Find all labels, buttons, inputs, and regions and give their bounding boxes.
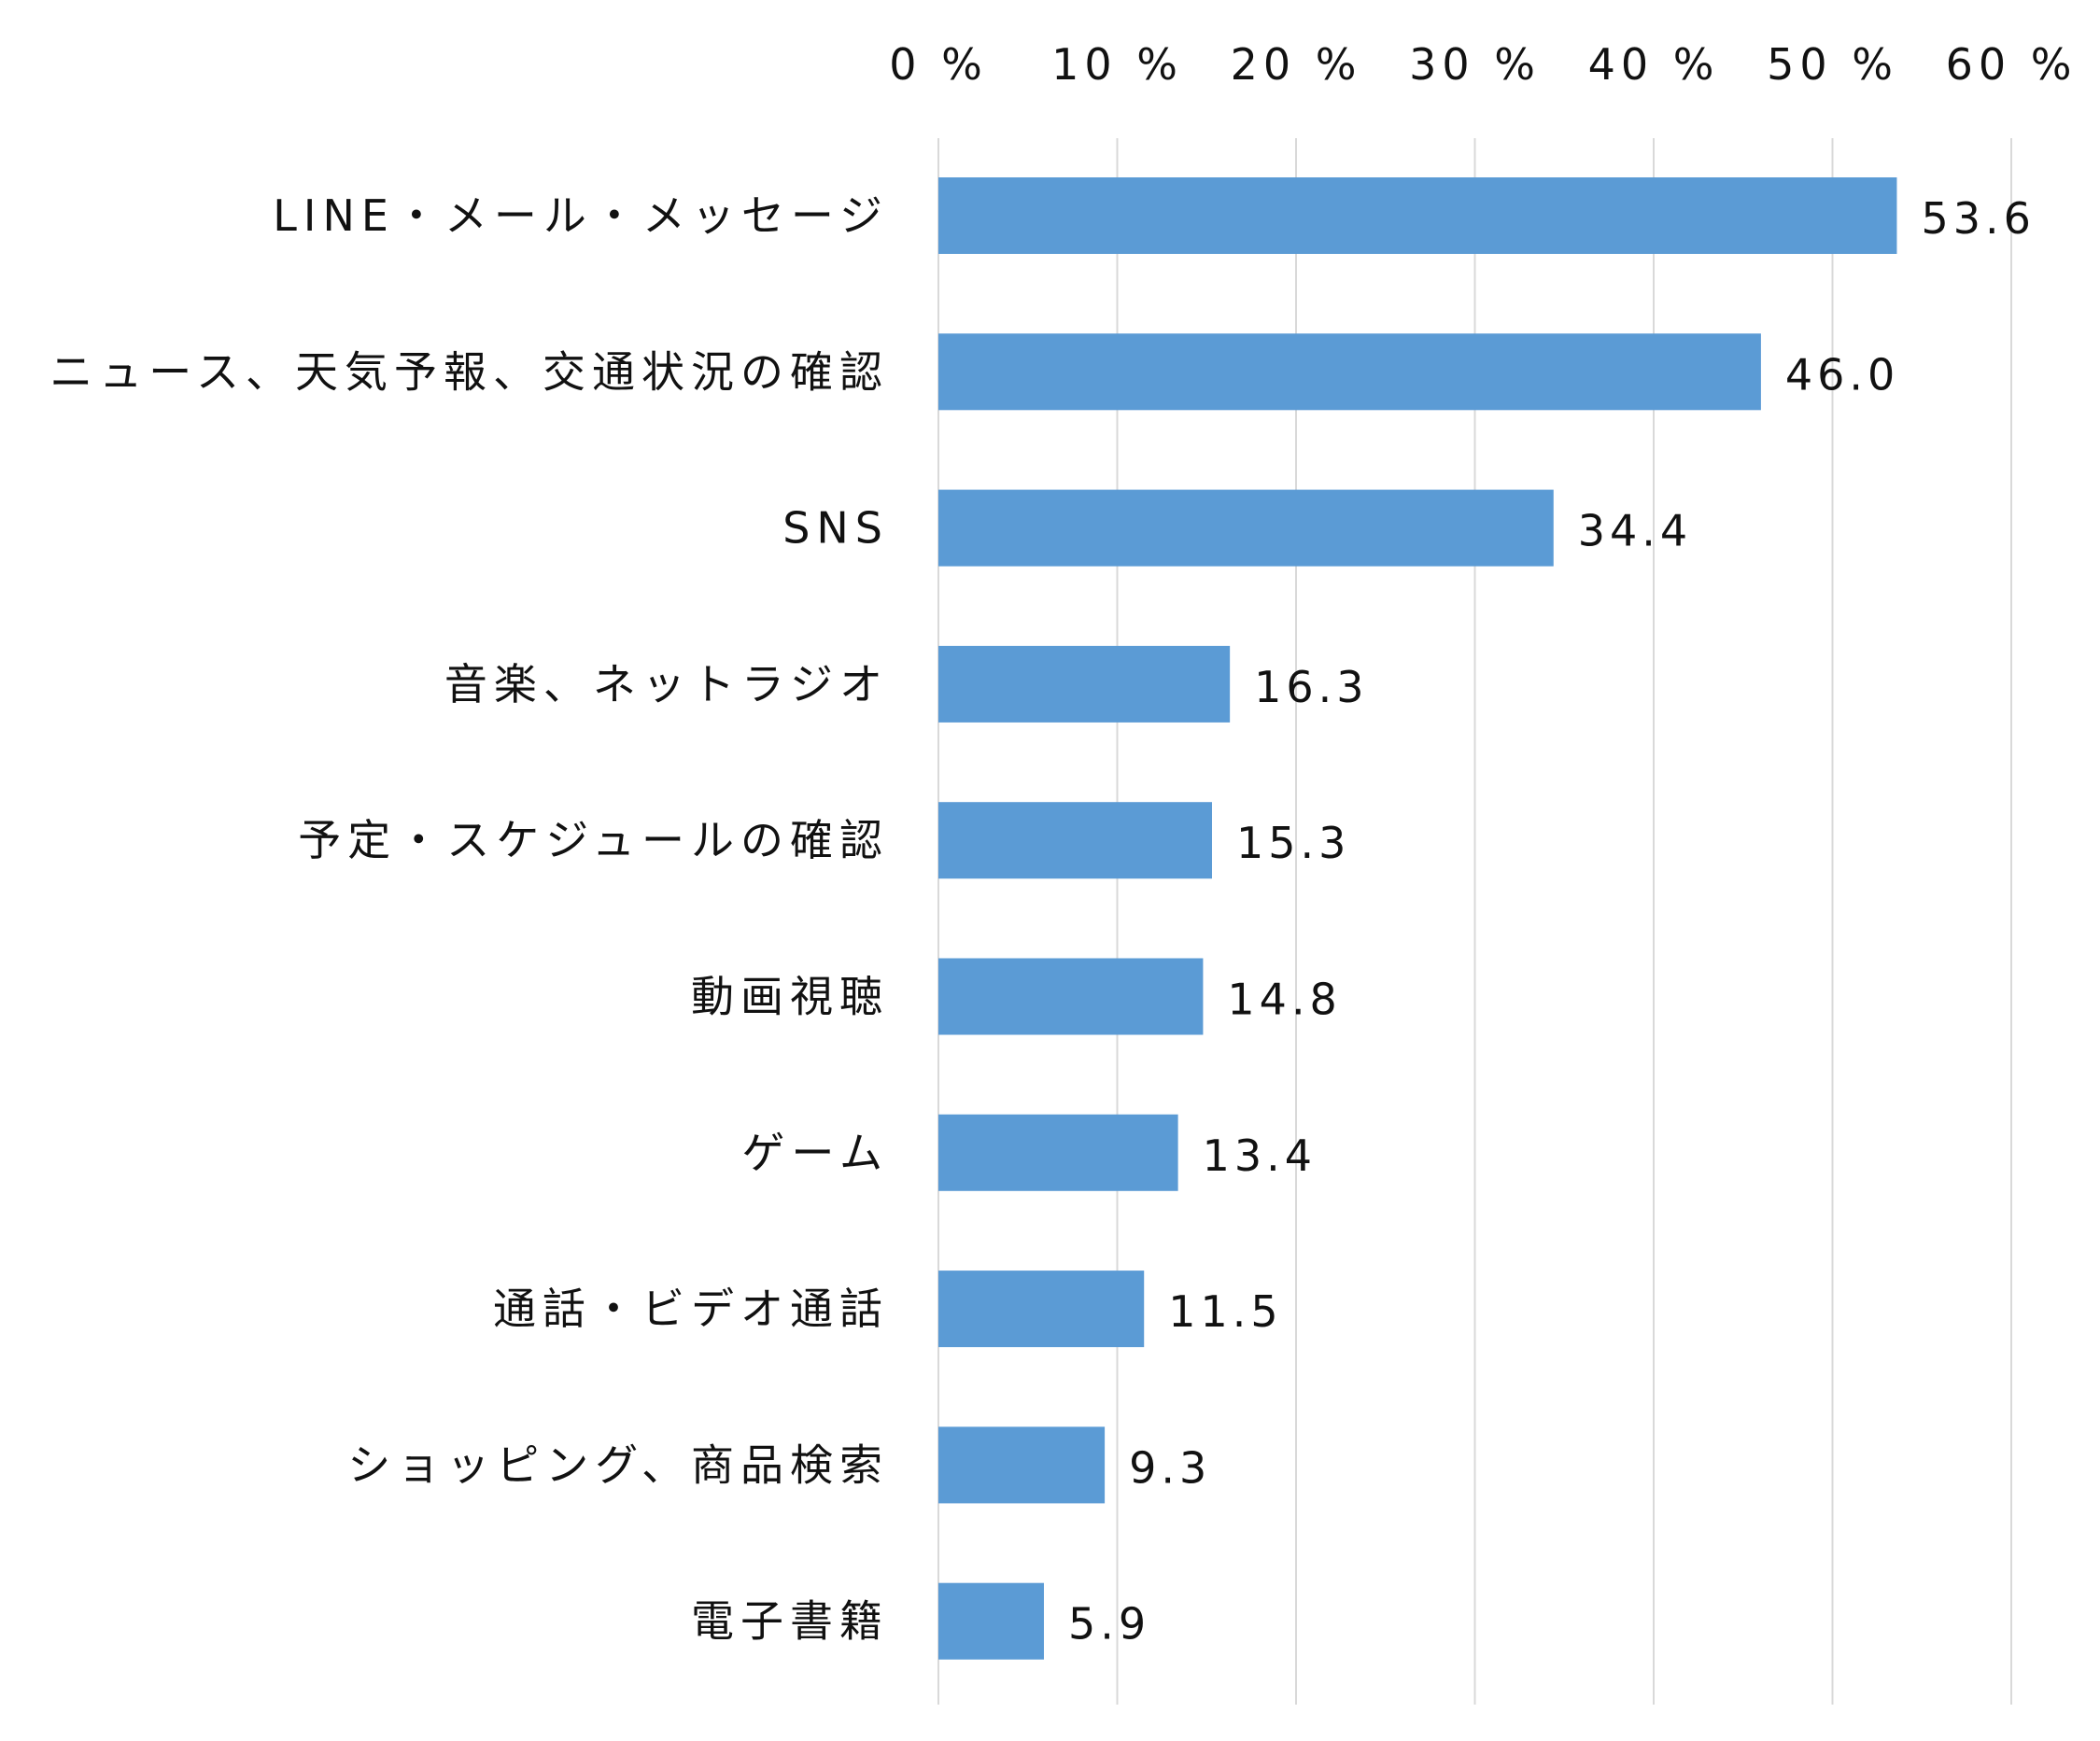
category-label: 音楽、ネットラジオ [444, 659, 889, 709]
x-tick-label: 60 % [1946, 39, 2078, 90]
data-label: 53.6 [1921, 193, 2035, 244]
data-label: 9.3 [1129, 1442, 1211, 1493]
bars [938, 177, 1897, 1660]
bar [938, 1271, 1145, 1348]
bar [938, 177, 1897, 254]
x-tick-label: 30 % [1409, 39, 1541, 90]
value-labels: 53.6 46.0 34.4 16.3 15.3 14.8 13.4 11.5 9.3 5.9 [1068, 193, 2035, 1650]
category-label: 電子書籍 [691, 1596, 889, 1647]
bar [938, 958, 1204, 1035]
x-tick-label: 50 % [1767, 39, 1898, 90]
x-tick-label: 40 % [1588, 39, 1720, 90]
category-label: ニュース、天気予報、交通状況の確認 [49, 346, 889, 397]
category-label: 通話・ビデオ通話 [493, 1284, 889, 1334]
x-axis-ticks: 0 % 10 % 20 % 30 % 40 % 50 % 60 % [889, 39, 2078, 90]
data-label: 5.9 [1068, 1599, 1150, 1650]
x-tick-label: 0 % [889, 39, 988, 90]
category-label: 動画視聴 [691, 972, 889, 1022]
data-label: 16.3 [1254, 662, 1368, 712]
data-label: 34.4 [1578, 506, 1692, 556]
x-tick-label: 10 % [1051, 39, 1183, 90]
category-label: ゲーム [741, 1128, 889, 1178]
category-label: SNS [782, 503, 889, 554]
category-label: ショッピング、商品検索 [347, 1439, 889, 1490]
bar [938, 802, 1212, 879]
bar [938, 333, 1761, 411]
bar [938, 645, 1231, 723]
bar [938, 1582, 1044, 1660]
data-label: 11.5 [1168, 1286, 1282, 1337]
category-label: LINE・メール・メッセージ [273, 190, 889, 241]
data-label: 14.8 [1227, 975, 1341, 1025]
bar [938, 489, 1554, 567]
bar [938, 1426, 1106, 1504]
bar [938, 1114, 1178, 1191]
data-label: 15.3 [1236, 818, 1350, 868]
x-tick-label: 20 % [1231, 39, 1362, 90]
category-label: 予定・スケジュールの確認 [298, 815, 889, 865]
data-label: 46.0 [1785, 349, 1899, 400]
data-label: 13.4 [1203, 1130, 1317, 1181]
